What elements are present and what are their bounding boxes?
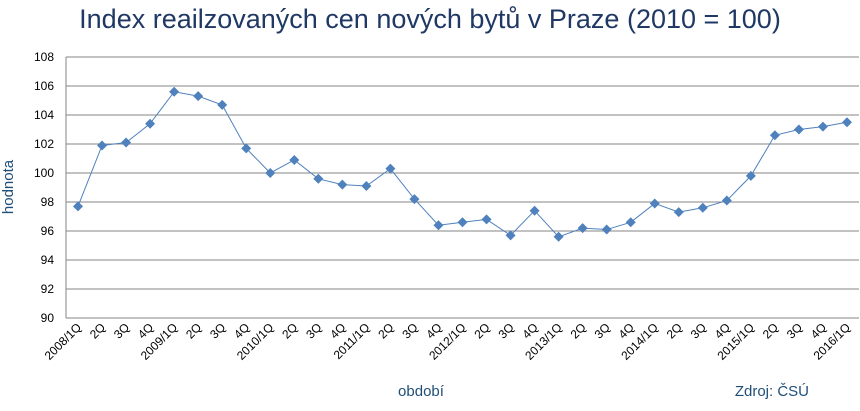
- data-point: [457, 217, 468, 228]
- data-point: [145, 118, 156, 129]
- data-point: [73, 201, 84, 212]
- data-point: [241, 143, 252, 154]
- data-point: [385, 163, 396, 174]
- data-point: [289, 154, 300, 165]
- data-point: [721, 195, 732, 206]
- y-tick-label: 108: [34, 50, 54, 64]
- data-point: [265, 168, 276, 178]
- x-tick-label: 3Q: [399, 320, 420, 341]
- x-tick-label: 3Q: [303, 320, 324, 341]
- x-tick-label: 3Q: [495, 320, 516, 341]
- data-point: [793, 124, 804, 135]
- source-label: Zdroj: ČSÚ: [735, 383, 809, 400]
- x-tick-label: 2Q: [279, 320, 300, 341]
- data-point: [577, 223, 588, 234]
- x-tick-label: 2Q: [664, 320, 685, 341]
- chart-title: Index reailzovaných cen nových bytů v Pr…: [79, 4, 781, 34]
- data-point: [433, 220, 444, 231]
- data-point: [409, 194, 420, 205]
- x-tick-label: 3Q: [592, 320, 613, 341]
- y-axis-label: hodnota: [0, 159, 17, 214]
- data-point: [601, 224, 612, 235]
- y-tick-label: 104: [34, 108, 54, 122]
- data-point: [337, 179, 348, 190]
- data-point: [745, 170, 756, 181]
- y-tick-label: 90: [41, 311, 55, 325]
- data-point: [193, 91, 204, 102]
- y-tick-label: 100: [34, 166, 54, 180]
- data-point: [769, 130, 780, 141]
- x-tick-label: 3Q: [784, 320, 805, 341]
- y-tick-label: 102: [34, 137, 54, 151]
- data-point: [97, 140, 108, 151]
- x-tick-label: 2008/1Q: [42, 320, 84, 362]
- y-tick-label: 106: [34, 79, 54, 93]
- x-tick-label: 2Q: [760, 320, 781, 341]
- y-tick-label: 96: [41, 224, 55, 238]
- data-point: [169, 86, 180, 97]
- series-line-path: [77, 91, 848, 238]
- x-tick-label: 2Q: [471, 320, 492, 341]
- data-point: [121, 137, 132, 148]
- series-line: [77, 91, 848, 238]
- data-point: [553, 231, 564, 242]
- y-tick-label: 94: [41, 253, 55, 267]
- data-point: [361, 181, 372, 192]
- data-point: [529, 205, 540, 216]
- data-point: [505, 230, 516, 241]
- data-point: [817, 121, 828, 132]
- x-axis-label: období: [398, 383, 445, 400]
- y-tick-label: 92: [41, 282, 55, 296]
- data-point: [841, 117, 852, 128]
- data-point: [625, 217, 636, 228]
- y-tick-labels: 90 92 94 96 98 100 102 104 106 108: [34, 50, 54, 325]
- data-point: [313, 173, 324, 184]
- data-point: [217, 99, 228, 110]
- data-points: [73, 86, 852, 242]
- data-point: [649, 198, 660, 209]
- grid-lines: [66, 56, 859, 319]
- data-point: [481, 214, 492, 225]
- y-tick-label: 98: [41, 195, 55, 209]
- x-tick-label: 3Q: [207, 320, 228, 341]
- data-point: [697, 202, 708, 213]
- x-tick-label: 3Q: [111, 320, 132, 341]
- x-tick-label: 3Q: [688, 320, 709, 341]
- data-point: [673, 207, 684, 218]
- x-tick-label: 2Q: [87, 320, 108, 341]
- x-tick-label: 2Q: [183, 320, 204, 341]
- x-tick-label: 2Q: [568, 320, 589, 341]
- x-tick-label: 2Q: [375, 320, 396, 341]
